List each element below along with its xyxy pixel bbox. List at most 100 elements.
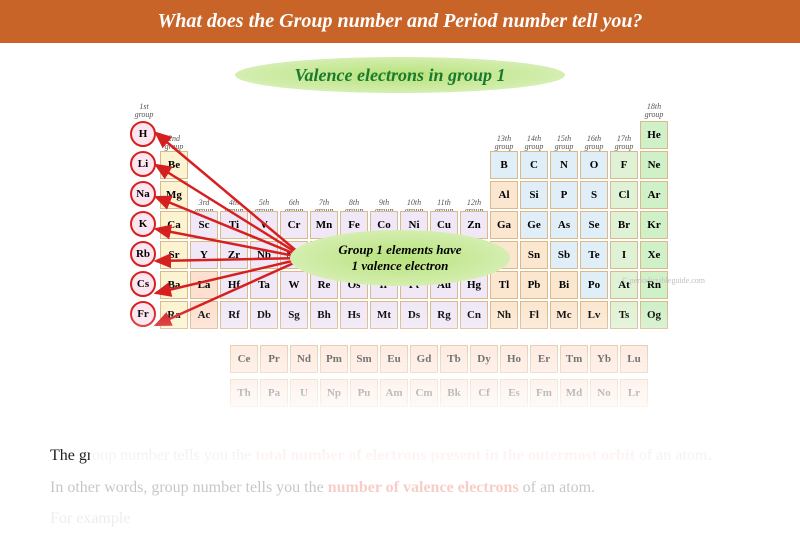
element-cell: Es	[500, 379, 528, 407]
element-cell: La	[190, 271, 218, 299]
element-cell: P	[550, 181, 578, 209]
element-cell: Sg	[280, 301, 308, 329]
copyright: © periodictableguide.com	[622, 276, 705, 285]
element-cell: Ta	[250, 271, 278, 299]
element-cell: He	[640, 121, 668, 149]
element-cell: Ac	[190, 301, 218, 329]
element-cell: Ti	[220, 211, 248, 239]
element-cell: Ge	[520, 211, 548, 239]
element-cell: Sc	[190, 211, 218, 239]
group-label: 18thgroup	[640, 103, 668, 119]
element-cell: Am	[380, 379, 408, 407]
element-cell: Cl	[610, 181, 638, 209]
group-label: 13thgroup	[490, 135, 518, 151]
paragraph-3: For example	[50, 506, 750, 532]
element-cell: Rb	[130, 241, 156, 267]
element-cell: Md	[560, 379, 588, 407]
element-cell: Nh	[490, 301, 518, 329]
title-ellipse: Valence electrons in group 1	[235, 57, 565, 93]
element-cell: Sm	[350, 345, 378, 373]
element-cell: Kr	[640, 211, 668, 239]
element-cell: Hf	[220, 271, 248, 299]
element-cell: Pa	[260, 379, 288, 407]
element-cell: Bk	[440, 379, 468, 407]
group-label: 17thgroup	[610, 135, 638, 151]
element-cell: Mg	[160, 181, 188, 209]
element-cell: Pr	[260, 345, 288, 373]
element-cell: Bh	[310, 301, 338, 329]
element-cell: Y	[190, 241, 218, 269]
element-cell: Be	[160, 151, 188, 179]
element-cell: Rg	[430, 301, 458, 329]
element-cell: Db	[250, 301, 278, 329]
element-cell: H	[130, 121, 156, 147]
element-cell: Na	[130, 181, 156, 207]
element-cell: Tl	[490, 271, 518, 299]
element-cell: Nb	[250, 241, 278, 269]
group-label: 2ndgroup	[160, 135, 188, 151]
element-cell: Tb	[440, 345, 468, 373]
element-cell: As	[550, 211, 578, 239]
element-cell: W	[280, 271, 308, 299]
element-cell: Ar	[640, 181, 668, 209]
element-cell: Lu	[620, 345, 648, 373]
element-cell: Li	[130, 151, 156, 177]
element-cell: Yb	[590, 345, 618, 373]
element-cell: F	[610, 151, 638, 179]
element-cell: Ra	[160, 301, 188, 329]
element-cell: Rf	[220, 301, 248, 329]
element-cell: Mt	[370, 301, 398, 329]
header-bar: What does the Group number and Period nu…	[0, 0, 800, 43]
element-cell: I	[610, 241, 638, 269]
element-cell: Cm	[410, 379, 438, 407]
element-cell: Hs	[340, 301, 368, 329]
element-cell: Al	[490, 181, 518, 209]
element-cell: Te	[580, 241, 608, 269]
body-text: The group number tells you the total num…	[0, 425, 800, 532]
element-cell: Zr	[220, 241, 248, 269]
element-cell: Cf	[470, 379, 498, 407]
element-cell: Th	[230, 379, 258, 407]
element-cell: Ce	[230, 345, 258, 373]
element-cell: Lr	[620, 379, 648, 407]
header-title: What does the Group number and Period nu…	[157, 10, 642, 32]
group-label: 16thgroup	[580, 135, 608, 151]
element-cell: Fl	[520, 301, 548, 329]
element-cell: Po	[580, 271, 608, 299]
element-cell: Mc	[550, 301, 578, 329]
element-cell: N	[550, 151, 578, 179]
element-cell: Lv	[580, 301, 608, 329]
element-cell: V	[250, 211, 278, 239]
callout-line2: 1 valence electron	[352, 258, 449, 273]
element-cell: Dy	[470, 345, 498, 373]
element-cell: Pb	[520, 271, 548, 299]
group-label: 14thgroup	[520, 135, 548, 151]
element-cell: Cr	[280, 211, 308, 239]
highlight-1: total number of electrons present in the…	[255, 447, 635, 464]
callout-ellipse: Group 1 elements have 1 valence electron	[290, 230, 510, 286]
highlight-2: number of valence electrons	[328, 479, 519, 496]
element-cell: Xe	[640, 241, 668, 269]
element-cell: Fm	[530, 379, 558, 407]
element-cell: Sr	[160, 241, 188, 269]
group-label: 1stgroup	[130, 103, 158, 119]
element-cell: No	[590, 379, 618, 407]
callout-line1: Group 1 elements have	[338, 242, 461, 257]
element-cell: Fr	[130, 301, 156, 327]
element-cell: Ho	[500, 345, 528, 373]
element-cell: Np	[320, 379, 348, 407]
element-cell: Ba	[160, 271, 188, 299]
element-cell: Bi	[550, 271, 578, 299]
element-cell: C	[520, 151, 548, 179]
element-cell: Br	[610, 211, 638, 239]
element-cell: Cn	[460, 301, 488, 329]
element-cell: Eu	[380, 345, 408, 373]
element-cell: Pm	[320, 345, 348, 373]
element-cell: Sb	[550, 241, 578, 269]
element-cell: Ca	[160, 211, 188, 239]
group-label: 15thgroup	[550, 135, 578, 151]
element-cell: Sn	[520, 241, 548, 269]
element-cell: S	[580, 181, 608, 209]
element-cell: Gd	[410, 345, 438, 373]
element-cell: Er	[530, 345, 558, 373]
